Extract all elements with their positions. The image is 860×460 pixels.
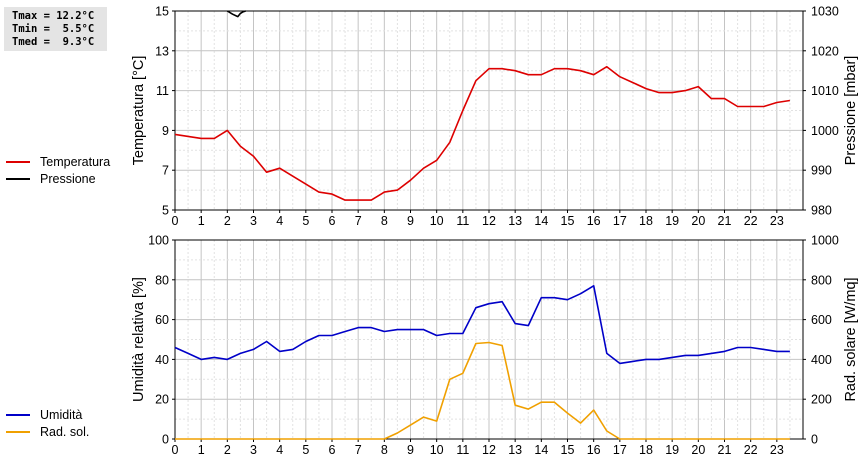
legend-label-umidita: Umidità: [40, 407, 83, 422]
panel1-x-tick-label: 18: [639, 214, 653, 228]
stat-tmax: Tmax = 12.2°C: [12, 10, 95, 22]
panel1-x-tick-label: 19: [665, 214, 679, 228]
panel1-x-tick-label: 16: [587, 214, 601, 228]
legend-swatch-pressione: [6, 177, 30, 180]
panel2-y2-tick-label: 600: [811, 313, 832, 327]
panel1-x-tick-label: 6: [329, 214, 336, 228]
panel1-x-tick-label: 23: [770, 214, 784, 228]
panel1-x-tick-label: 22: [744, 214, 758, 228]
panel2-y-tick-label: 20: [155, 393, 169, 407]
panel1-series-pressione: [226, 10, 246, 18]
panel1-x-tick-label: 21: [718, 214, 732, 228]
panel2-y-tick-label: 60: [155, 313, 169, 327]
panel1-x-tick-label: 17: [613, 214, 627, 228]
panel2-x-tick-label: 8: [381, 443, 388, 457]
panel1-y2-tick-label: 980: [811, 204, 832, 218]
panel1-y2-tick-label: 1000: [811, 124, 839, 138]
legend-swatch-temperatura: [6, 160, 30, 163]
panel2-x-tick-label: 4: [276, 443, 283, 457]
panel2-x-tick-label: 16: [587, 443, 601, 457]
panel2-x-tick-label: 7: [355, 443, 362, 457]
stat-tmin: Tmin = 5.5°C: [12, 23, 95, 35]
panel1-x-tick-label: 0: [172, 214, 179, 228]
panel2-ylabel: Umidità relativa [%]: [131, 277, 147, 402]
panel1-x-tick-label: 1: [198, 214, 205, 228]
legend-entry-umidita: Umidità: [6, 406, 89, 423]
panel1-y-tick-label: 7: [162, 164, 169, 178]
panel1-x-tick-label: 12: [482, 214, 496, 228]
legend-label-temperatura: Temperatura: [40, 154, 111, 169]
panel1-x-tick-label: 13: [508, 214, 522, 228]
panel1-ylabel: Temperatura [°C]: [131, 56, 147, 166]
panel2-x-tick-label: 1: [198, 443, 205, 457]
legend-swatch-rad-sol: [6, 430, 30, 433]
legend-entry-temperatura: Temperatura: [6, 153, 110, 170]
panel2-y2label: Rad. solare [W/mq]: [843, 277, 859, 401]
panel1-x-tick-label: 7: [355, 214, 362, 228]
panel1-y-tick-label: 15: [155, 5, 169, 19]
panel1-x-tick-label: 14: [534, 214, 548, 228]
panel2-y-tick-label: 40: [155, 353, 169, 367]
panel2-x-tick-label: 2: [224, 443, 231, 457]
panel2-x-tick-label: 13: [508, 443, 522, 457]
panel2-x-tick-label: 21: [718, 443, 732, 457]
panel1-y-tick-label: 11: [156, 84, 169, 98]
panel2-x-tick-label: 3: [250, 443, 257, 457]
legend-label-pressione: Pressione: [40, 171, 96, 186]
panel1-y-tick-label: 9: [162, 124, 169, 138]
panel1-x-tick-label: 10: [430, 214, 444, 228]
panel2-x-tick-label: 19: [665, 443, 679, 457]
panel1-x-tick-label: 5: [302, 214, 309, 228]
panel2-x-tick-label: 9: [407, 443, 414, 457]
panel2-y2-tick-label: 800: [811, 273, 832, 287]
panel1-y2-tick-label: 1010: [811, 84, 839, 98]
legend-swatch-umidita: [6, 413, 30, 416]
panel1-y2-tick-label: 990: [811, 164, 832, 178]
panel2-x-tick-label: 18: [639, 443, 653, 457]
panel1-series-temperatura: [174, 65, 791, 201]
panel2-y-tick-label: 80: [155, 273, 169, 287]
panel2-x-tick-label: 10: [430, 443, 444, 457]
legend-label-rad-sol: Rad. sol.: [40, 424, 90, 439]
panel1-x-tick-label: 4: [276, 214, 283, 228]
panel1-x-tick-label: 2: [224, 214, 231, 228]
panel2-y2-tick-label: 400: [811, 353, 832, 367]
panel1-y-tick-label: 13: [155, 44, 169, 58]
panel1-y2-tick-label: 1030: [811, 5, 839, 19]
panel1-y2label: Pressione [mbar]: [843, 56, 859, 166]
panel2-y2-tick-label: 200: [811, 393, 832, 407]
panel2-y-tick-label: 100: [148, 234, 169, 248]
panel2-x-tick-label: 17: [613, 443, 627, 457]
panel2-x-tick-label: 11: [456, 443, 469, 457]
stat-tmed: Tmed = 9.3°C: [12, 36, 95, 48]
panel2-x-tick-label: 14: [534, 443, 548, 457]
panel2-series-umidit-: [174, 284, 790, 365]
legend-entry-rad-sol: Rad. sol.: [6, 423, 89, 440]
legend-top: Temperatura Pressione: [6, 153, 110, 187]
panel2-y-tick-label: 0: [162, 433, 169, 447]
panel2-x-tick-label: 15: [561, 443, 575, 457]
panel2-x-tick-label: 6: [329, 443, 336, 457]
panel1-x-tick-label: 11: [456, 214, 469, 228]
legend-bottom: Umidità Rad. sol.: [6, 406, 89, 440]
panel1-y2-tick-label: 1020: [811, 44, 839, 58]
panel2-x-tick-label: 23: [770, 443, 784, 457]
panel1-x-tick-label: 20: [691, 214, 705, 228]
panel2-x-tick-label: 22: [744, 443, 758, 457]
legend-entry-pressione: Pressione: [6, 170, 110, 187]
panel1-x-tick-label: 3: [250, 214, 257, 228]
panel2-x-tick-label: 12: [482, 443, 496, 457]
panel1-x-tick-label: 8: [381, 214, 388, 228]
panel1-x-tick-label: 15: [561, 214, 575, 228]
panel2-series-rad-sol-: [175, 341, 790, 440]
stats-box: Tmax = 12.2°C Tmin = 5.5°C Tmed = 9.3°C: [4, 7, 107, 51]
panel1-y-tick-label: 5: [162, 204, 169, 218]
panel2-x-tick-label: 0: [172, 443, 179, 457]
panel2-x-tick-label: 5: [302, 443, 309, 457]
panel2-y2-tick-label: 0: [811, 433, 818, 447]
panel2-y2-tick-label: 1000: [811, 234, 839, 248]
panel1-x-tick-label: 9: [407, 214, 414, 228]
panel2-x-tick-label: 20: [691, 443, 705, 457]
